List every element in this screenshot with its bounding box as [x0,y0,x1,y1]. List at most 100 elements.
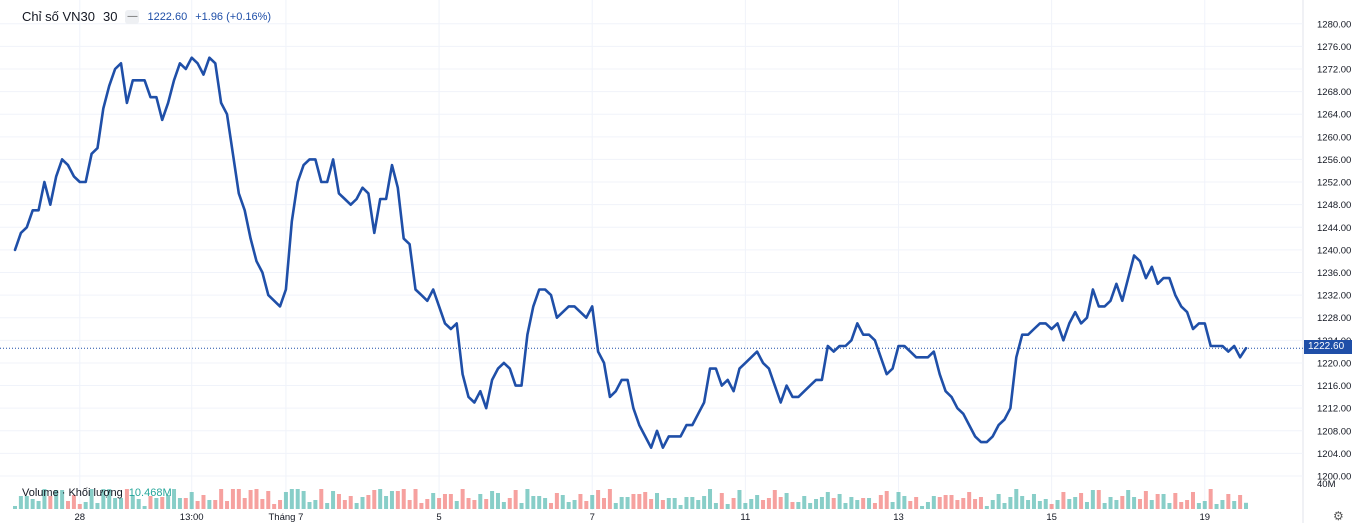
volume-bar [1137,499,1142,509]
volume-bar [596,490,601,509]
y-tick-label: 1280.00 [1317,19,1351,30]
volume-bar [395,491,400,509]
volume-bar [831,498,836,509]
volume-bar [77,504,82,509]
volume-bar [925,502,930,509]
volume-bar [54,490,59,509]
y-tick-label: 1248.00 [1317,200,1351,211]
volume-bar [83,502,88,509]
volume-bar [784,493,789,509]
symbol-name[interactable]: Chỉ số VN30 [22,9,95,24]
interval-label[interactable]: 30 [102,9,118,24]
volume-bar [920,506,925,509]
volume-bar [1226,494,1231,509]
volume-bar [619,497,624,509]
volume-bar [401,489,406,509]
y-tick-label: 1220.00 [1317,358,1351,369]
volume-bar [1073,497,1078,509]
volume-bar [713,503,718,509]
volume-bar [172,489,177,509]
volume-bar [260,499,265,509]
volume-bar [1185,500,1190,509]
volume-bar [495,493,500,509]
volume-bar [1167,503,1172,509]
volume-bar [1132,497,1137,509]
volume-bar [166,495,171,509]
x-tick-label: 15 [1046,512,1057,523]
volume-bar [130,495,135,509]
volume-bar [1055,500,1060,509]
volume-bar [601,498,606,509]
volume-bar [808,503,813,509]
volume-bar [796,502,801,509]
volume-bar [607,489,612,509]
volume-bar [772,490,777,509]
volume-bar [360,497,365,509]
volume-bar [272,504,277,509]
volume-bar [625,497,630,509]
volume-bar [1102,503,1107,509]
volume-bar [655,493,660,509]
volume-bar [666,498,671,509]
x-tick-label: 11 [740,512,750,523]
volume-bar [42,489,47,509]
volume-bar [802,496,807,509]
volume-bar [1196,503,1201,509]
volume-bar [507,498,512,509]
y-tick-label: 1232.00 [1317,291,1351,302]
volume-bar [819,497,824,509]
volume-bar [755,495,760,509]
volume-bar [389,491,394,509]
volume-bar [548,503,553,509]
gear-icon[interactable]: ⚙ [1333,509,1344,523]
volume-axis-label: 40M [1317,479,1336,490]
volume-bar [902,496,907,509]
volume-bar [431,493,436,509]
volume-bar [354,503,359,509]
volume-bar [990,500,995,509]
y-tick-label: 1228.00 [1317,313,1351,324]
volume-bar [490,491,495,509]
volume-bar [1173,493,1178,509]
volume-bar [466,498,471,509]
volume-bar [472,500,477,509]
volume-bar [1031,494,1036,509]
volume-bar [48,496,53,509]
volume-legend[interactable]: Volume · Khối lượng 10.468M [22,487,172,499]
volume-bar [437,498,442,509]
y-tick-label: 1272.00 [1317,64,1351,75]
volume-bar [1008,497,1013,509]
volume-bar [295,489,300,509]
volume-bar [973,499,978,509]
last-price-tag: 1222.60 [1304,340,1352,354]
y-tick-label: 1240.00 [1317,245,1351,256]
price-axis: 1280.00 1276.00 1272.00 1268.00 1264.00 1260.… [1317,19,1351,490]
volume-bar [731,498,736,509]
y-tick-label: 1264.00 [1317,110,1351,121]
volume-bar [289,489,294,509]
y-tick-label: 1252.00 [1317,178,1351,189]
volume-bar [643,492,648,509]
volume-bar [660,500,665,509]
volume-bar [484,499,489,509]
volume-bar [978,497,983,509]
volume-bar [1061,492,1066,509]
volume-bar [189,492,194,509]
chart-legend: Chỉ số VN30 30 — 1222.60 +1.96 (+0.16%) [22,9,271,24]
volume-bar [425,499,430,509]
volume-bar [896,492,901,509]
volume-bar [537,496,542,509]
collapse-toggle[interactable]: — [125,9,140,24]
volume-bar [1026,500,1031,509]
volume-bar [331,491,336,509]
volume-bar [448,494,453,509]
volume-bar [1190,492,1195,509]
volume-bar [66,501,71,509]
volume-bar [1120,496,1125,509]
y-tick-label: 1244.00 [1317,223,1351,234]
volume-bar [336,494,341,509]
volume-bar [301,491,306,509]
